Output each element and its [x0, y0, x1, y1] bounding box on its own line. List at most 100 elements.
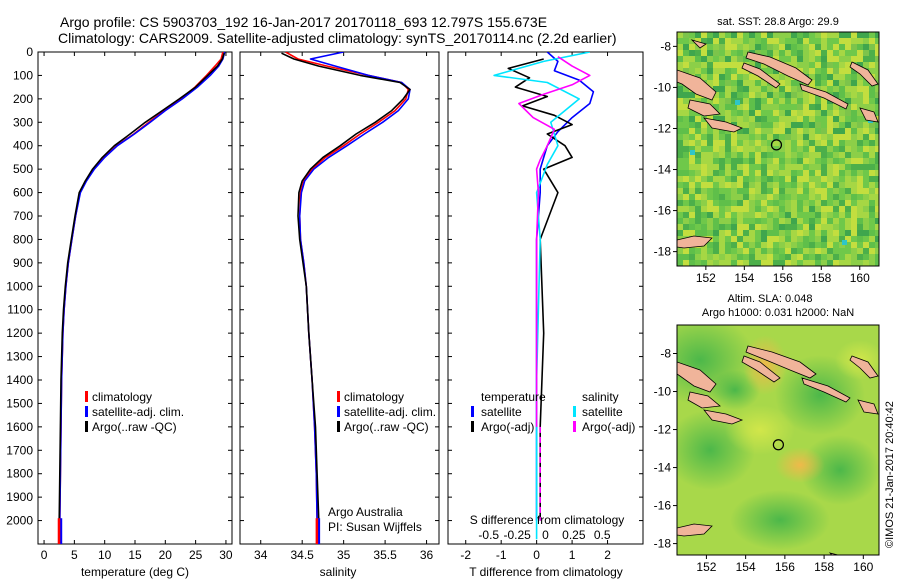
sst-pixel	[797, 50, 803, 56]
sst-pixel	[695, 62, 701, 68]
sst-pixel	[677, 248, 683, 254]
sst-pixel	[719, 116, 725, 122]
sst-pixel	[851, 104, 857, 110]
sst-pixel	[809, 236, 815, 242]
sst-pixel	[743, 194, 749, 200]
sst-pixel	[791, 140, 797, 146]
sst-pixel	[803, 200, 809, 206]
sst-pixel	[719, 188, 725, 194]
sst-pixel	[785, 194, 791, 200]
legend-heading-temperature: temperature	[481, 390, 546, 404]
sst-pixel	[701, 176, 707, 182]
sst-pixel	[869, 182, 875, 188]
sst-pixel	[875, 152, 879, 158]
sst-pixel	[803, 188, 809, 194]
sst-pixel	[725, 218, 731, 224]
sst-pixel	[713, 194, 719, 200]
sst-pixel	[767, 116, 773, 122]
sst-pixel	[749, 248, 755, 254]
sst-pixel	[839, 122, 845, 128]
sst-pixel	[719, 260, 725, 266]
sst-pixel	[845, 230, 851, 236]
sst-pixel	[845, 236, 851, 242]
sst-pixel	[701, 230, 707, 236]
sst-pixel	[731, 260, 737, 266]
sst-pixel	[785, 38, 791, 44]
sst-pixel	[833, 122, 839, 128]
x-tick-label: 35	[337, 548, 351, 562]
depth-axis-ticks: 0 100 200 300 400 500 600 700 800 900 1000 1100 1200…	[6, 45, 232, 528]
sst-pixel	[863, 38, 869, 44]
sst-pixel	[695, 50, 701, 56]
series-line-2	[493, 52, 590, 540]
sst-pixel	[869, 212, 875, 218]
sst-pixel	[677, 218, 683, 224]
island-shape	[745, 345, 817, 379]
sst-pixel	[719, 128, 725, 134]
sst-pixel	[779, 248, 785, 254]
sst-pixel	[779, 122, 785, 128]
sst-pixel	[749, 38, 755, 44]
sst-pixel	[677, 62, 683, 68]
sst-pixel	[827, 146, 833, 152]
map-x-tick-label: 152	[696, 560, 716, 574]
sst-pixel	[779, 74, 785, 80]
sst-pixel	[713, 224, 719, 230]
sst-pixel	[779, 236, 785, 242]
sst-pixel	[743, 80, 749, 86]
sst-pixel	[863, 158, 869, 164]
sst-pixel	[749, 92, 755, 98]
sst-pixel	[677, 200, 683, 206]
sst-pixel	[677, 98, 683, 104]
sst-pixel	[707, 62, 713, 68]
temperature-legend: climatology satellite-adj. clim. Argo(..…	[85, 390, 184, 434]
sst-pixel	[869, 62, 875, 68]
sst-pixel	[851, 32, 857, 38]
sst-pixel	[833, 140, 839, 146]
sst-pixel	[851, 56, 857, 62]
sst-pixel	[809, 116, 815, 122]
sst-pixel	[743, 260, 749, 266]
sst-pixel	[863, 218, 869, 224]
sst-pixel	[869, 92, 875, 98]
difference-legend: temperature satellite Argo(-adj) salinit…	[471, 390, 635, 434]
sst-pixel	[857, 116, 863, 122]
sst-pixel	[803, 116, 809, 122]
difference-panel: -2 -1 0 1 2 temperature satellite Argo(-adj)…	[447, 51, 644, 579]
sst-pixel	[839, 74, 845, 80]
sst-pixel	[791, 38, 797, 44]
sst-pixel	[677, 158, 683, 164]
sst-pixel	[767, 134, 773, 140]
sla-map-title-1: Altim. SLA: 0.048	[728, 293, 813, 305]
sst-pixel	[755, 248, 761, 254]
sst-pixel	[857, 98, 863, 104]
sst-pixel	[875, 176, 879, 182]
sst-pixel	[827, 182, 833, 188]
sst-pixel	[839, 254, 845, 260]
series-line-3	[518, 56, 591, 427]
sst-pixel	[689, 182, 695, 188]
sst-pixel	[845, 110, 851, 116]
sst-pixel	[851, 254, 857, 260]
sst-pixel	[713, 44, 719, 50]
sst-pixel	[797, 170, 803, 176]
sst-pixel	[809, 44, 815, 50]
sst-pixel	[695, 224, 701, 230]
sst-pixel	[875, 200, 879, 206]
sst-pixel	[737, 248, 743, 254]
sst-pixel	[689, 122, 695, 128]
sst-pixel	[791, 116, 797, 122]
sst-pixel	[833, 254, 839, 260]
sst-pixel	[707, 170, 713, 176]
sst-pixel	[743, 122, 749, 128]
sst-pixel	[833, 44, 839, 50]
sst-pixel	[755, 50, 761, 56]
sst-pixel	[761, 128, 767, 134]
sst-pixel	[833, 62, 839, 68]
sst-pixel	[707, 260, 713, 266]
sst-pixel	[791, 92, 797, 98]
sst-pixel	[749, 194, 755, 200]
sst-pixel	[683, 230, 689, 236]
sst-pixel	[755, 254, 761, 260]
sst-pixel	[839, 188, 845, 194]
